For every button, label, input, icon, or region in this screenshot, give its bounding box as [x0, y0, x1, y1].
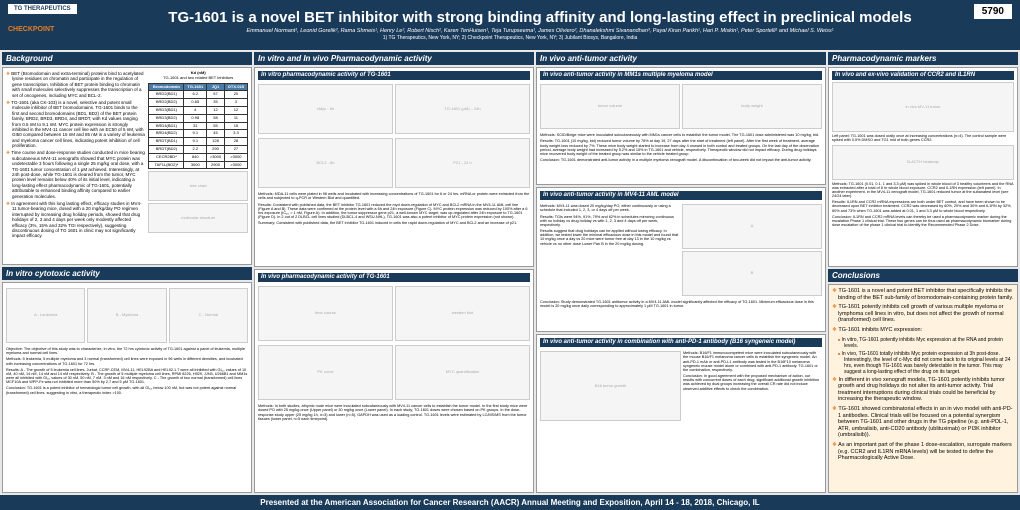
mv411-chart-b: B [682, 251, 822, 296]
background-bullet: TG-1601 (aka CK-103) is a novel, selecti… [12, 100, 145, 149]
mm1s-tumor-chart: tumor volume [540, 84, 680, 129]
pd-header: In vitro and In vivo Pharmacodynamic act… [254, 52, 534, 65]
antitumor-sub3: In vivo anti-tumor activity in combinati… [540, 338, 822, 347]
poster-footer: Presented at the American Association fo… [0, 495, 1020, 510]
timecourse-chart: time course [258, 286, 393, 341]
background-bullet: Time course and dose-response studies co… [12, 150, 145, 199]
cytotoxic-panel: A - Leukemia B - Myeloma C - Normal Obje… [2, 282, 252, 493]
pd-sub2: In vivo pharmacodynamic activity of TG-1… [258, 273, 530, 282]
pd-methods: Methods: MDA-11 cells were plated in 96 … [258, 192, 530, 200]
conclusions-panel: TG-1601 is a novel and potent BET inhibi… [828, 284, 1018, 493]
b16-chart: B16 tumor growth [540, 351, 681, 421]
antitumor-sub2: In vivo anti-tumor activity in MV4-11 AM… [540, 191, 822, 200]
background-panel: BET (Bromodomain and extra-terminal) pro… [2, 67, 252, 265]
kd-table: BromodomainTG-1601JQ1OTX-015BRD2(BD1)6.2… [148, 83, 248, 170]
markers-methods: Methods: TG-1601 (0.01, 0.1, 1 and 3.3 μ… [832, 182, 1014, 199]
conclusion-bullet: TG-1601 is a novel and potent BET inhibi… [838, 288, 1014, 301]
markers-header: Pharmacodynamic markers [828, 52, 1018, 65]
conclusion-bullet: TG-1601 inhibits MYC expression: [838, 327, 1014, 334]
mm1s-methods: Methods: SCID/Beige mice were inoculated… [540, 133, 822, 137]
mm1s-bw-chart: body weight [682, 84, 822, 129]
pd-invitro-panel: In vitro pharmacodynamic activity of TG-… [254, 67, 534, 267]
markers-text1: Left panel: TG-1601 was dosed orally onc… [832, 134, 1014, 142]
background-bullet: BET (Bromodomain and extra-terminal) pro… [12, 71, 145, 98]
structure-chart: molecular structure [148, 203, 248, 233]
antitumor-header: In vivo anti-tumor activity [536, 52, 826, 65]
mm1s-conclusion: Conclusion: TG-1601 demonstrated anti-tu… [540, 158, 822, 162]
pd-sub1: In vitro pharmacodynamic activity of TG-… [258, 71, 530, 80]
b16-conclusion: Conclusion: In good agreement with the p… [683, 374, 822, 391]
poster-header: TG THERAPEUTICS CHECKPOINT 5790 TG-1601 … [0, 0, 1020, 50]
conclusion-bullet: TG-1601 potently inhibits cell growth of… [838, 304, 1014, 324]
mv411-suggest: Results suggest that drug holidays can b… [540, 229, 680, 246]
poster-title: TG-1601 is a novel BET inhibitor with st… [8, 9, 1012, 26]
background-bullet: In agreement with this long lasting effe… [12, 201, 145, 239]
mm1s-panel: In vivo anti-tumor activity in MM1s mult… [536, 67, 826, 185]
leukemia-chart: A - Leukemia [6, 288, 85, 343]
mv411-conclusion: Conclusion: Study demonstrated TG-1601 a… [540, 300, 822, 308]
cytotoxic-objective: Objective: The objective of this study w… [6, 347, 248, 355]
mv411-methods: Methods: MV4-11 was dosed 20 mg/kg/day P… [540, 204, 680, 212]
cytotoxic-results: Results: A - The growth of 5 leukemia ce… [6, 368, 248, 385]
poster-number-badge: 5790 [974, 4, 1012, 19]
selectivity-chart: tree chart [148, 171, 248, 201]
markers-panel: In vivo and ex-vivo validation of CCR2 a… [828, 67, 1018, 267]
mm1s-results: Results: TG-1601 (10 mg/kg, bid) reduced… [540, 139, 822, 156]
conclusions-header: Conclusions [828, 269, 1018, 282]
pd1-panel: In vivo anti-tumor activity in combinati… [536, 334, 826, 493]
conclusion-sub-bullet: In vivo, TG-1601 totally inhibits Myc pr… [844, 351, 1014, 375]
bcl2-chart: BCL2 - 6h [258, 138, 393, 188]
pd-summary: Summary: Consistent with published data,… [258, 221, 530, 225]
conclusion-bullet: TG-1601 showed combinatorial effects in … [838, 406, 1014, 439]
poster-content: Background BET (Bromodomain and extra-te… [0, 50, 1020, 495]
pk-chart: PK curve [258, 345, 393, 400]
kd-subtitle: TG-1601 and two related BET inhibitors [148, 76, 248, 81]
myeloma-chart: B - Myeloma [87, 288, 166, 343]
markers-conclusion: Conclusion: IL1RN and CCR2 mRNA levels c… [832, 215, 1014, 228]
checkpoint-logo: CHECKPOINT [8, 26, 54, 33]
western-blot: western blot [395, 286, 530, 341]
tg1601-24h-chart: TG-1601 (μM) – 24h [395, 84, 530, 134]
cytotoxic-methods: Methods: 5 leukemia, 5 multiple myeloma … [6, 357, 248, 365]
mv411-results: Results: TGIs were 94%, 91%, 79% and 62%… [540, 215, 680, 228]
p21-chart: P21 - 24 h [395, 138, 530, 188]
markers-sub1: In vivo and ex-vivo validation of CCR2 a… [832, 71, 1014, 80]
cmyc-chart: cMyc - 6h [258, 84, 393, 134]
il1rn-heatmap: B-ACTH heatmap [832, 145, 1014, 180]
background-header: Background [2, 52, 252, 65]
mv411-chart-a: A [682, 204, 822, 249]
pd-invivo-text: Methods: In both studies, athymic nude m… [258, 404, 530, 421]
myc-quant: MYC quantification [395, 345, 530, 400]
pd-invivo-panel: In vivo pharmacodynamic activity of TG-1… [254, 269, 534, 493]
ccr2-chart: in vivo MV-11 tumor [832, 82, 1014, 132]
normal-chart: C - Normal [169, 288, 248, 343]
b16-methods: Methods: B16/F1 immunocompetent mice wer… [683, 351, 822, 372]
tg-logo: TG THERAPEUTICS [8, 4, 77, 14]
authors-list: Emmanuel Normant¹, Leonid Gorelik², Rama… [8, 28, 1012, 34]
conclusion-bullet: In different in vivo xenograft models, T… [838, 377, 1014, 403]
pd-results: Results: Consistent with published data,… [258, 203, 530, 220]
conclusion-bullet: As an important part of the phase 1 dose… [838, 442, 1014, 462]
cytotoxic-conclusion: Conclusion: TG-1601 is a potent inhibito… [6, 386, 248, 394]
conclusion-sub-bullet: In vitro, TG-1601 potently inhibits Myc … [844, 337, 1014, 349]
affiliations: 1) TG Therapeutics, New York, NY; 2) Che… [8, 35, 1012, 41]
cytotoxic-header: In vitro cytotoxic activity [2, 267, 252, 280]
mv411-panel: In vivo anti-tumor activity in MV4-11 AM… [536, 187, 826, 332]
antitumor-sub1: In vivo anti-tumor activity in MM1s mult… [540, 71, 822, 80]
markers-results: Results: IL1RN and CCR2 mRNA expressions… [832, 200, 1014, 213]
